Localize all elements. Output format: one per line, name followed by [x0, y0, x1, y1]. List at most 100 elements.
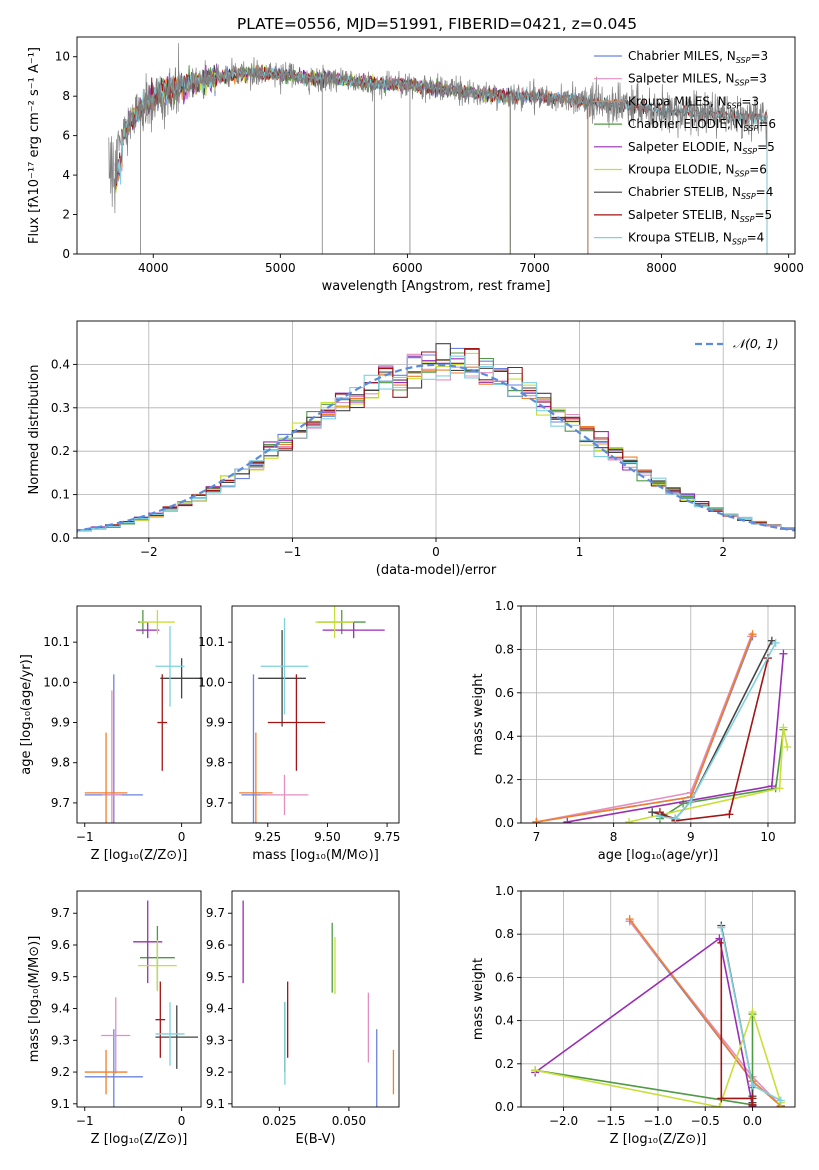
y-tick-label: 0.8: [495, 927, 514, 941]
y-axis-label: mass weight: [471, 958, 486, 1040]
y-tick-label: 0.2: [495, 773, 514, 787]
legend-label: Kroupa MILES, NSSP=3: [628, 94, 759, 110]
x-tick-label: −1: [76, 830, 94, 844]
x-tick-label: 0.025: [262, 1114, 296, 1128]
x-tick-label: 9: [687, 830, 695, 844]
y-tick-label: 6: [62, 129, 70, 143]
weight-line: [659, 657, 769, 822]
y-tick-label: 10.1: [198, 635, 225, 649]
x-tick-label: 7000: [519, 261, 550, 275]
histogram-salpeter-stelib: [77, 347, 795, 534]
figure-title: PLATE=0556, MJD=51991, FIBERID=0421, z=0…: [237, 15, 637, 33]
x-tick-label: −1: [284, 545, 302, 559]
weight-line: [535, 1009, 782, 1107]
x-tick-label: −2: [140, 545, 158, 559]
y-tick-label: 0.0: [51, 531, 70, 545]
legend-label: Chabrier ELODIE, NSSP=6: [628, 117, 776, 133]
y-tick-label: 9.5: [206, 970, 225, 984]
y-tick-label: 0: [62, 247, 70, 261]
labels: PLATE=0556, MJD=51991, FIBERID=0421, z=0…: [19, 15, 804, 1147]
x-axis-label: E(B-V): [295, 1132, 335, 1147]
weight-line: [536, 633, 754, 823]
x-tick-label: 6000: [392, 261, 423, 275]
y-tick-label: 10.0: [198, 675, 225, 689]
weight-line: [536, 636, 754, 823]
x-tick-label: 4000: [138, 261, 169, 275]
weight-line: [659, 642, 777, 820]
x-tick-label: −1.0: [643, 1114, 672, 1128]
y-tick-label: 0.1: [51, 488, 70, 502]
x-tick-label: 9000: [773, 261, 804, 275]
y-tick-label: 9.3: [206, 1033, 225, 1047]
x-tick-label: −1: [76, 1114, 94, 1128]
x-tick-label: 0.0: [743, 1114, 762, 1128]
y-tick-label: 9.6: [51, 938, 70, 952]
y-tick-label: 9.4: [206, 1002, 225, 1016]
y-tick-label: 9.7: [51, 796, 70, 810]
y-tick-label: 0.2: [51, 444, 70, 458]
y-tick-label: 0.6: [495, 686, 514, 700]
y-tick-label: 0.0: [495, 816, 514, 830]
y-tick-label: 0.4: [495, 1014, 514, 1028]
axes-frame: [76, 890, 202, 1108]
legend-label: Salpeter MILES, NSSP=3: [628, 72, 767, 88]
x-tick-label: 8000: [646, 261, 677, 275]
legend-label: Salpeter STELIB, NSSP=5: [628, 208, 772, 224]
axes-frame: [76, 605, 202, 824]
legend-label: Kroupa ELODIE, NSSP=6: [628, 163, 767, 179]
x-tick-label: 0: [178, 1114, 186, 1128]
y-tick-label: 9.4: [51, 1002, 70, 1016]
x-axis-label: age [log₁₀(age/yr)]: [598, 848, 719, 863]
y-tick-label: 9.5: [51, 970, 70, 984]
x-axis-label: Z [log₁₀(Z/Z⊙)]: [91, 848, 188, 863]
x-tick-label: 9.75: [374, 830, 401, 844]
y-tick-label: 9.1: [206, 1097, 225, 1111]
x-tick-label: 2: [719, 545, 727, 559]
y-tick-label: 8: [62, 89, 70, 103]
y-tick-label: 9.3: [51, 1033, 70, 1047]
y-tick-label: 9.2: [206, 1065, 225, 1079]
errorbars: [84, 610, 201, 823]
weight-line: [534, 937, 754, 1107]
x-axis-label: mass [log₁₀(M/M⊙)]: [252, 848, 379, 863]
x-tick-label: 0: [178, 830, 186, 844]
axes-frame: [76, 36, 796, 255]
y-tick-label: 2: [62, 208, 70, 222]
x-tick-label: 8: [610, 830, 618, 844]
x-axis-label: (data-model)/error: [376, 563, 497, 578]
y-tick-label: 0.4: [51, 357, 70, 371]
legend-label: Chabrier STELIB, NSSP=4: [628, 185, 773, 201]
weight-lines: [531, 915, 785, 1107]
y-tick-label: 0.4: [495, 729, 514, 743]
weight-line: [536, 636, 752, 823]
errorbars: [239, 606, 385, 823]
y-axis-label: mass [log₁₀(M/M⊙)]: [27, 936, 42, 1063]
x-axis-label: Z [log₁₀(Z/Z⊙)]: [91, 1132, 188, 1147]
legend-label: Kroupa STELIB, NSSP=4: [628, 231, 764, 247]
errorbars: [84, 900, 199, 1107]
x-tick-label: 1: [576, 545, 584, 559]
y-tick-label: 0.3: [51, 401, 70, 415]
weight-line: [659, 729, 785, 820]
y-tick-label: 10: [55, 50, 70, 64]
y-axis-label: Normed distribution: [27, 365, 42, 495]
x-tick-label: −0.5: [691, 1114, 720, 1128]
x-tick-label: 7: [533, 830, 541, 844]
y-axis-label: age [log₁₀(age/yr)]: [19, 654, 34, 775]
x-tick-label: 10: [760, 830, 775, 844]
y-tick-label: 9.9: [51, 716, 70, 730]
axes-frame: [520, 605, 796, 824]
y-tick-label: 0.2: [495, 1057, 514, 1071]
y-axis-label: Flux [fλ10⁻¹⁷ erg cm⁻² s⁻¹ A⁻¹]: [27, 47, 42, 244]
y-tick-label: 9.9: [206, 716, 225, 730]
x-tick-label: −1.5: [596, 1114, 625, 1128]
y-tick-label: 10.0: [43, 675, 70, 689]
y-tick-label: 1.0: [495, 599, 514, 613]
axes-frame: [231, 890, 400, 1108]
axes-frame: [231, 605, 400, 824]
errorbars: [242, 900, 395, 1107]
y-tick-label: 0.6: [495, 970, 514, 984]
y-tick-label: 9.8: [51, 756, 70, 770]
x-tick-label: 5000: [265, 261, 296, 275]
y-tick-label: 9.7: [206, 796, 225, 810]
